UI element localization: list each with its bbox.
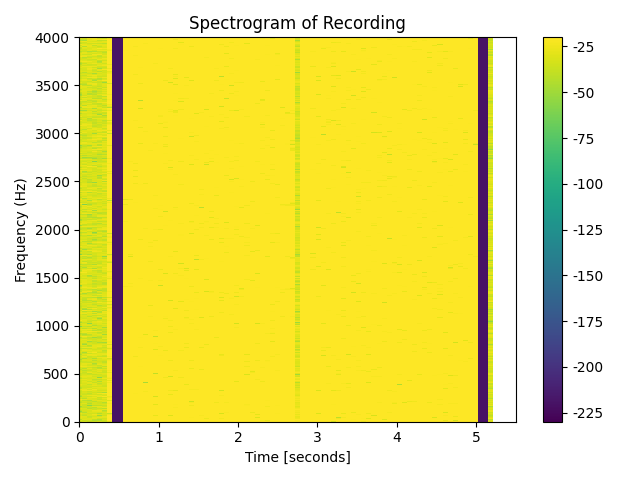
Y-axis label: Frequency (Hz): Frequency (Hz) [15,177,29,282]
X-axis label: Time [seconds]: Time [seconds] [244,451,351,465]
Title: Spectrogram of Recording: Spectrogram of Recording [189,15,406,33]
